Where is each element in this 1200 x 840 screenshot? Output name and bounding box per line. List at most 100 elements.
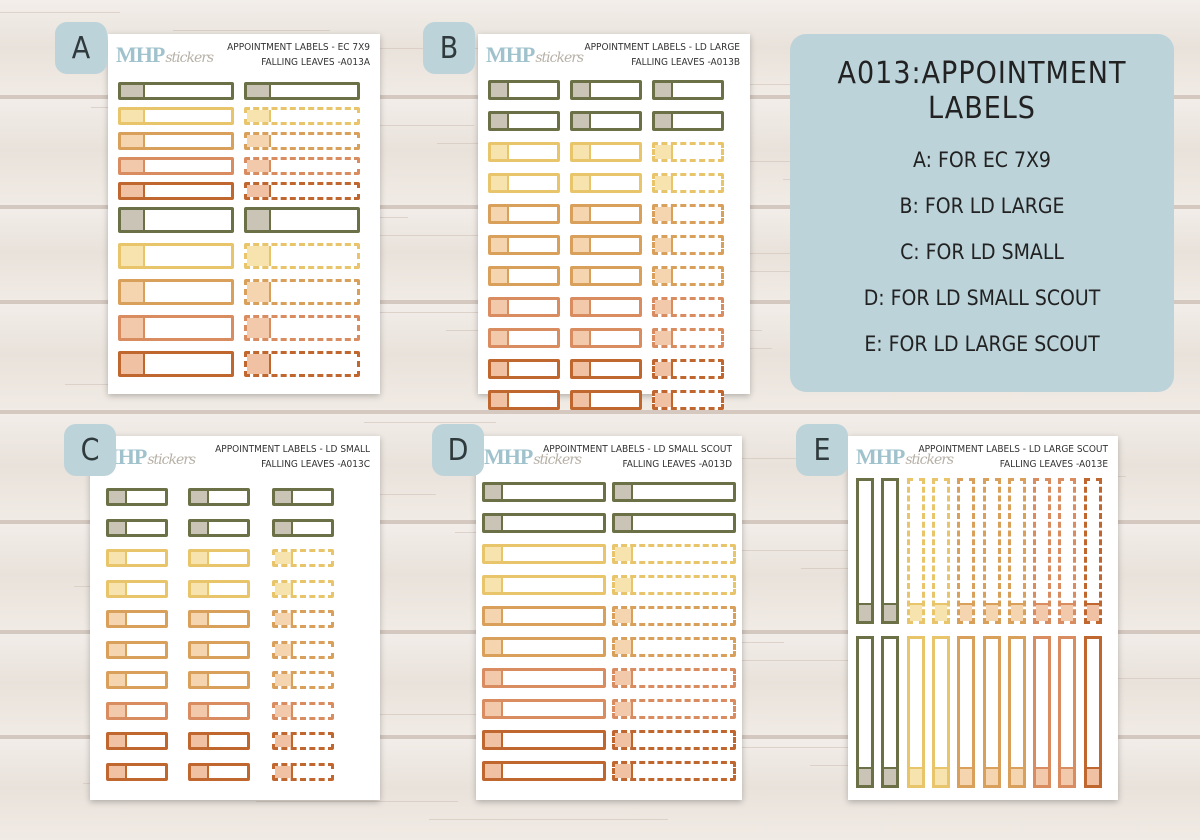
info-line-b: B: FOR LD LARGE	[899, 194, 1065, 218]
appointment-label-vertical	[856, 636, 874, 788]
appointment-label	[482, 482, 606, 502]
appointment-label	[570, 80, 642, 100]
label-tab	[655, 362, 673, 376]
label-tab	[573, 362, 591, 376]
label-tab	[109, 491, 127, 503]
appointment-label	[570, 204, 642, 224]
appointment-label	[570, 359, 642, 379]
appointment-label	[272, 488, 334, 506]
label-tab	[655, 269, 673, 283]
appointment-label	[612, 761, 736, 781]
appointment-label-vertical	[1083, 478, 1102, 624]
label-tab	[491, 83, 509, 97]
label-tab	[1086, 603, 1099, 621]
wood-grain	[637, 747, 928, 748]
appointment-label	[118, 132, 234, 150]
appointment-label	[612, 668, 736, 688]
sheet-header: APPOINTMENT LABELS - LD SMALL SCOUT FALLI…	[543, 444, 732, 470]
label-tab	[191, 552, 209, 564]
appointment-label	[488, 80, 560, 100]
label-tab	[191, 521, 209, 534]
info-line-e: E: FOR LD LARGE SCOUT	[864, 332, 1100, 356]
label-tab	[247, 354, 271, 374]
appointment-label	[188, 488, 250, 506]
badge-c: C	[64, 424, 116, 476]
appointment-label	[488, 111, 560, 131]
label-tab	[615, 578, 633, 592]
label-tab	[615, 702, 633, 716]
label-tab	[615, 516, 633, 530]
label-tab	[485, 516, 503, 530]
label-tab	[934, 767, 947, 785]
appointment-label-vertical	[1058, 478, 1077, 624]
appointment-label	[106, 579, 168, 598]
label-tab	[109, 643, 127, 656]
badge-d: D	[432, 424, 484, 476]
appointment-label	[106, 732, 168, 750]
label-tab	[615, 671, 633, 685]
appointment-label	[570, 111, 642, 131]
appointment-label	[272, 640, 334, 659]
label-tab	[485, 578, 503, 592]
label-tab	[985, 767, 998, 785]
label-tab	[491, 176, 509, 190]
label-tab	[960, 767, 973, 785]
label-tab	[275, 613, 293, 625]
label-tab	[491, 362, 509, 376]
label-tab	[615, 485, 633, 499]
appointment-label	[488, 359, 560, 379]
wood-grain	[610, 161, 894, 162]
appointment-label	[652, 266, 724, 286]
sheet-header: APPOINTMENT LABELS - LD LARGE SCOUT FALLI…	[918, 444, 1108, 470]
sticker-sheet-a: MHPstickers APPOINTMENT LABELS - EC 7X9 F…	[108, 34, 380, 394]
label-tab	[573, 269, 591, 283]
appointment-label	[106, 762, 168, 781]
label-tab	[109, 521, 127, 534]
label-tab	[859, 767, 871, 785]
appointment-label	[570, 173, 642, 193]
sheet-header: APPOINTMENT LABELS - LD LARGE FALLING LEA…	[584, 42, 740, 68]
label-tab	[191, 582, 209, 595]
appointment-label	[488, 390, 560, 410]
appointment-label	[272, 518, 334, 537]
appointment-label-vertical	[906, 478, 925, 624]
appointment-label	[570, 235, 642, 255]
label-tab	[573, 83, 591, 97]
label-tab	[573, 207, 591, 221]
appointment-label	[612, 575, 736, 595]
appointment-label	[652, 204, 724, 224]
label-tab	[275, 552, 293, 564]
appointment-label	[188, 732, 250, 750]
info-line-c: C: FOR LD SMALL	[900, 240, 1064, 264]
label-tab	[615, 733, 633, 747]
info-line-d: D: FOR LD SMALL SCOUT	[863, 286, 1101, 310]
appointment-label	[244, 132, 360, 150]
appointment-label	[482, 637, 606, 657]
label-tab	[573, 176, 591, 190]
label-tab	[247, 246, 271, 266]
appointment-label	[106, 549, 168, 567]
label-tab	[1061, 767, 1074, 785]
appointment-label	[488, 173, 560, 193]
info-card: A013:APPOINTMENT LABELS A: FOR EC 7X9 B:…	[790, 34, 1174, 392]
label-tab	[573, 238, 591, 252]
appointment-label	[612, 544, 736, 564]
appointment-label-vertical	[1033, 636, 1052, 788]
appointment-label	[272, 610, 334, 628]
label-tab	[934, 603, 947, 621]
appointment-label	[244, 157, 360, 175]
wood-grain	[273, 312, 552, 313]
label-tab	[485, 547, 503, 561]
info-title: A013:APPOINTMENT LABELS	[837, 56, 1127, 126]
appointment-label	[106, 671, 168, 689]
appointment-label	[272, 671, 334, 689]
sticker-sheet-e: MHPstickers APPOINTMENT LABELS - LD LARG…	[848, 436, 1118, 800]
appointment-label	[188, 579, 250, 598]
label-tab	[247, 318, 271, 338]
label-tab	[655, 331, 673, 345]
appointment-label	[106, 640, 168, 659]
label-tab	[573, 145, 591, 159]
label-tab	[275, 491, 293, 503]
label-tab	[884, 603, 897, 621]
appointment-label	[188, 701, 250, 720]
